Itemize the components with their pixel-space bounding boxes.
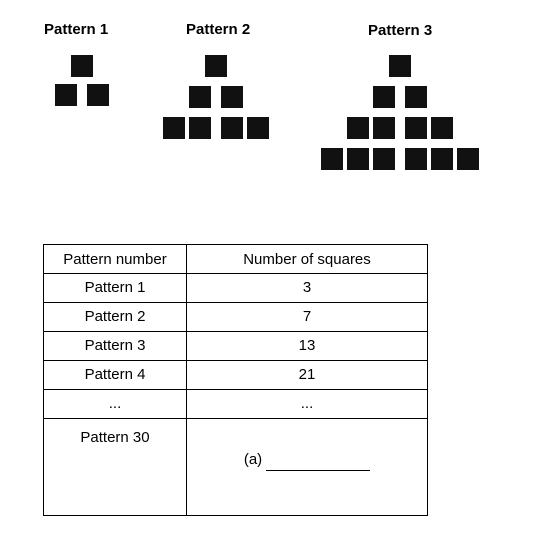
square (405, 148, 427, 170)
pattern-3-label: Pattern 3 (368, 22, 433, 39)
square (457, 148, 479, 170)
square (221, 86, 243, 108)
table-row: Pattern 4 21 (43, 360, 428, 390)
pattern-1-label: Pattern 1 (44, 21, 109, 38)
table-row: Pattern 3 13 (43, 331, 428, 361)
answer-label: (a) (243, 451, 263, 468)
square (405, 86, 427, 108)
square (373, 148, 395, 170)
cell-pattern: Pattern 4 (43, 360, 187, 390)
table-row: ... ... (43, 389, 428, 419)
answer-blank[interactable] (266, 454, 371, 471)
cell-squares: 21 (186, 360, 428, 390)
cell-squares: 13 (186, 331, 428, 361)
cell-squares: 7 (186, 302, 428, 332)
square (389, 55, 411, 77)
square (205, 55, 227, 77)
square (55, 84, 77, 106)
square (405, 117, 427, 139)
cell-pattern: Pattern 2 (43, 302, 187, 332)
header-pattern-number: Pattern number (43, 244, 187, 274)
table-row-pattern-30: Pattern 30 (a) (43, 418, 428, 516)
square (247, 117, 269, 139)
cell-pattern: Pattern 1 (43, 273, 187, 303)
table-header-row: Pattern number Number of squares (43, 244, 428, 274)
square (347, 117, 369, 139)
square (373, 117, 395, 139)
table-row: Pattern 1 3 (43, 273, 428, 303)
square (87, 84, 109, 106)
square (189, 86, 211, 108)
cell-squares: 3 (186, 273, 428, 303)
square (163, 117, 185, 139)
header-number-of-squares: Number of squares (186, 244, 428, 274)
square (431, 148, 453, 170)
square (221, 117, 243, 139)
square (321, 148, 343, 170)
table-row: Pattern 2 7 (43, 302, 428, 332)
cell-squares: ... (186, 389, 428, 419)
square (373, 86, 395, 108)
cell-pattern: ... (43, 389, 187, 419)
square (71, 55, 93, 77)
square (431, 117, 453, 139)
cell-pattern: Pattern 3 (43, 331, 187, 361)
pattern-table: Pattern number Number of squares Pattern… (43, 244, 428, 516)
square (189, 117, 211, 139)
cell-pattern: Pattern 30 (43, 418, 187, 516)
cell-answer: (a) (186, 418, 428, 516)
square (347, 148, 369, 170)
pattern-2-label: Pattern 2 (186, 21, 251, 38)
